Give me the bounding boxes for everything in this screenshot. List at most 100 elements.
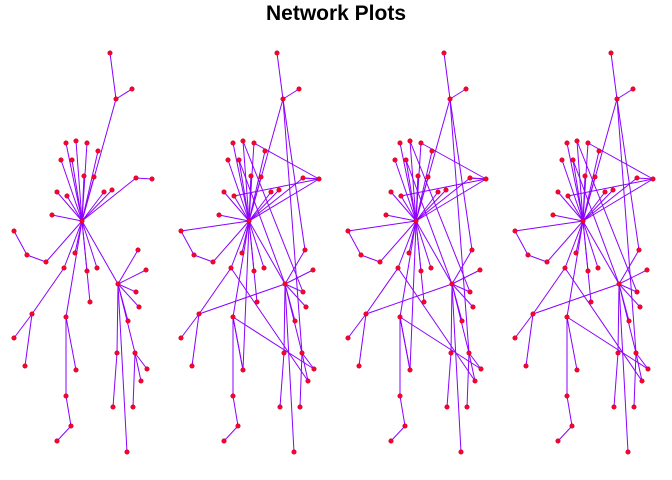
network-edge — [546, 220, 584, 263]
network-edge — [385, 214, 417, 222]
network-edge — [360, 254, 381, 263]
network-edge — [635, 352, 643, 382]
network-node — [592, 174, 598, 180]
network-edge — [566, 220, 584, 318]
network-edge — [227, 159, 250, 222]
network-node — [254, 299, 260, 305]
network-edge — [405, 159, 453, 285]
network-edge — [409, 175, 419, 371]
network-node — [248, 173, 254, 179]
network-node — [565, 193, 571, 199]
network-node — [570, 157, 576, 163]
network-node — [63, 140, 69, 146]
network-node — [512, 335, 518, 341]
network-edge — [180, 220, 250, 232]
network-node — [523, 363, 529, 369]
network-node — [299, 350, 305, 356]
network-edge — [466, 352, 470, 408]
network-node — [94, 265, 100, 271]
network-edge — [248, 176, 262, 222]
network-edge — [282, 88, 300, 100]
network-edge — [365, 267, 399, 315]
network-node — [54, 438, 60, 444]
network-node — [178, 335, 184, 341]
network-edge — [132, 352, 136, 408]
network-node — [397, 140, 403, 146]
network-node — [300, 289, 306, 295]
network-edge — [299, 352, 303, 408]
network-node — [246, 218, 252, 224]
network-node — [95, 148, 101, 154]
network-edge — [81, 220, 98, 269]
network-node — [11, 335, 17, 341]
network-edge — [284, 269, 314, 285]
network-node — [441, 50, 447, 56]
network-edge — [450, 283, 453, 354]
network-edge — [13, 313, 33, 339]
network-node — [631, 404, 637, 410]
network-edge — [116, 283, 119, 354]
network-edge — [233, 195, 250, 222]
network-edge — [451, 283, 470, 354]
network-edge — [405, 159, 417, 222]
network-edge — [618, 283, 629, 453]
network-edge — [248, 177, 304, 222]
network-edge — [242, 175, 252, 371]
network-node — [443, 187, 449, 193]
network-edge — [566, 142, 584, 222]
network-edge — [564, 267, 643, 382]
network-node — [228, 265, 234, 271]
network-edge — [212, 220, 250, 263]
network-edge — [193, 254, 214, 263]
network-node — [24, 252, 30, 258]
network-panel-1 — [11, 50, 155, 455]
network-edge — [443, 52, 451, 100]
network-node — [84, 268, 90, 274]
network-edge — [582, 191, 606, 222]
network-node — [345, 228, 351, 234]
network-edge — [302, 177, 320, 180]
network-edge — [633, 352, 637, 408]
network-node — [483, 176, 489, 182]
network-edge — [449, 98, 470, 354]
network-edge — [635, 352, 649, 370]
network-node — [625, 449, 631, 455]
network-edge — [232, 395, 239, 427]
network-node — [564, 140, 570, 146]
network-edge — [397, 220, 417, 269]
network-node — [406, 250, 412, 256]
network-edge — [60, 159, 83, 222]
network-edge — [399, 395, 406, 427]
network-node — [300, 175, 306, 181]
network-node — [63, 393, 69, 399]
network-edge — [618, 249, 640, 285]
network-node — [236, 157, 242, 163]
network-edge — [282, 98, 303, 354]
network-edge — [301, 352, 315, 370]
network-edge — [284, 283, 307, 308]
network-edge — [527, 254, 548, 263]
network-node — [377, 259, 383, 265]
network-edge — [81, 177, 137, 222]
network-node — [458, 449, 464, 455]
network-node — [144, 366, 150, 372]
network-edge — [400, 178, 487, 197]
network-edge — [223, 191, 250, 222]
network-node — [464, 404, 470, 410]
network-node — [395, 265, 401, 271]
network-node — [110, 404, 116, 410]
network-edge — [514, 230, 529, 256]
network-node — [305, 378, 311, 384]
network-edge — [613, 352, 619, 408]
network-edge — [567, 178, 654, 197]
network-node — [413, 218, 419, 224]
network-node — [562, 265, 568, 271]
network-edge — [81, 175, 85, 222]
network-edge — [232, 142, 250, 222]
network-edge — [284, 249, 306, 285]
network-edge — [198, 283, 286, 315]
network-node — [221, 189, 227, 195]
network-edge — [81, 191, 105, 222]
network-edge — [347, 230, 362, 256]
network-edge — [636, 177, 654, 180]
